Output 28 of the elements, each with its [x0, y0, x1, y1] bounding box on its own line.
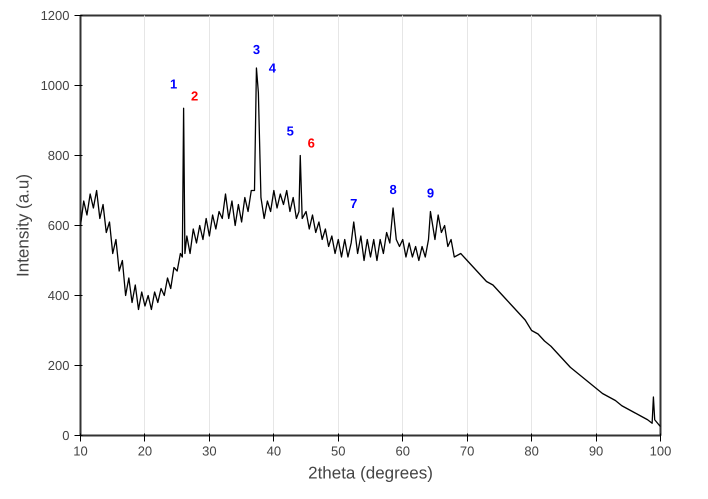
x-axis-title: 2theta (degrees)	[308, 464, 433, 482]
y-tick-label: 1200	[40, 8, 70, 23]
x-tick-label: 90	[588, 444, 604, 458]
x-tick-label: 80	[524, 444, 539, 458]
annotation: 2	[190, 88, 198, 104]
x-tick-label: 60	[395, 444, 410, 458]
y-tick-label: 200	[48, 358, 70, 373]
y-tick-label: 600	[48, 218, 70, 233]
y-tick-label: 1000	[40, 78, 70, 93]
y-axis-title: Intensity (a.u)	[14, 174, 33, 277]
annotation: 4	[268, 60, 277, 76]
annotation: 6	[308, 136, 315, 150]
annotation: 9	[426, 186, 434, 200]
y-tick-label: 800	[48, 148, 70, 163]
annotation: 7	[350, 196, 358, 211]
x-tick-label: 20	[138, 444, 152, 458]
annotation: 5	[286, 124, 294, 138]
y-tick-label: 400	[48, 288, 70, 303]
annotation: 3	[252, 42, 260, 57]
x-tick-label: 50	[331, 444, 346, 458]
x-tick-label: 30	[202, 444, 217, 458]
annotation: 1	[170, 76, 178, 92]
x-tick-label: 100	[650, 444, 672, 458]
x-tick-label: 70	[460, 444, 474, 458]
annotation: 8	[389, 182, 397, 197]
x-tick-label: 40	[266, 444, 282, 458]
y-tick-label: 0	[62, 428, 70, 443]
x-tick-label: 10	[73, 444, 88, 458]
